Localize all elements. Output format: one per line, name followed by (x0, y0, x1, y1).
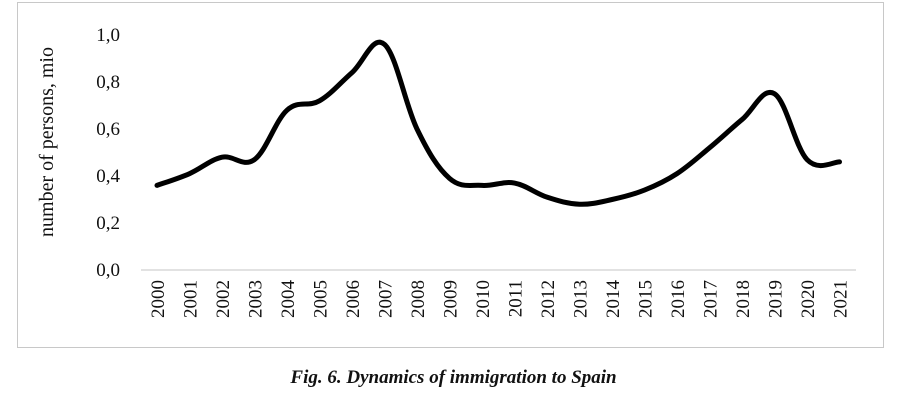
y-tick-label: 0,8 (96, 72, 120, 93)
x-tick-label: 2006 (343, 280, 364, 318)
chart-frame (17, 2, 884, 348)
line-chart: number of persons, mio 0,0 0,2 0,4 0,6 0,8 1,… (36, 25, 856, 319)
x-tick-label: 2001 (181, 280, 202, 318)
y-tick-label: 0,2 (96, 213, 120, 234)
x-tick-label: 2000 (148, 280, 169, 318)
x-tick-label: 2015 (636, 280, 657, 318)
y-tick-label: 1,0 (96, 25, 120, 46)
x-tick-label: 2007 (376, 280, 397, 318)
x-tick-label: 2002 (213, 280, 234, 318)
y-tick-label: 0,0 (96, 260, 120, 281)
x-tick-label: 2018 (733, 280, 754, 318)
x-tick-label: 2004 (278, 280, 299, 319)
x-tick-label: 2020 (798, 280, 819, 318)
x-tick-label: 2014 (603, 280, 624, 319)
x-tick-label: 2021 (831, 280, 852, 318)
x-tick-label: 2003 (246, 280, 267, 318)
x-tick-label: 2005 (311, 280, 332, 318)
y-tick-label: 0,6 (96, 119, 120, 140)
x-tick-label: 2013 (571, 280, 592, 318)
figure-caption: Fig. 6. Dynamics of immigration to Spain (290, 367, 617, 388)
y-axis-label: number of persons, mio (36, 47, 58, 237)
x-tick-label: 2012 (538, 280, 559, 318)
x-tick-label: 2010 (473, 280, 494, 318)
x-tick-label: 2009 (441, 280, 462, 318)
x-tick-label: 2019 (766, 280, 787, 318)
x-tick-label: 2016 (668, 280, 689, 318)
x-tick-label: 2017 (701, 280, 722, 318)
y-tick-label: 0,4 (96, 166, 120, 187)
x-tick-label: 2011 (506, 280, 527, 317)
series-line-immigration (154, 39, 842, 207)
x-tick-label: 2008 (408, 280, 429, 318)
